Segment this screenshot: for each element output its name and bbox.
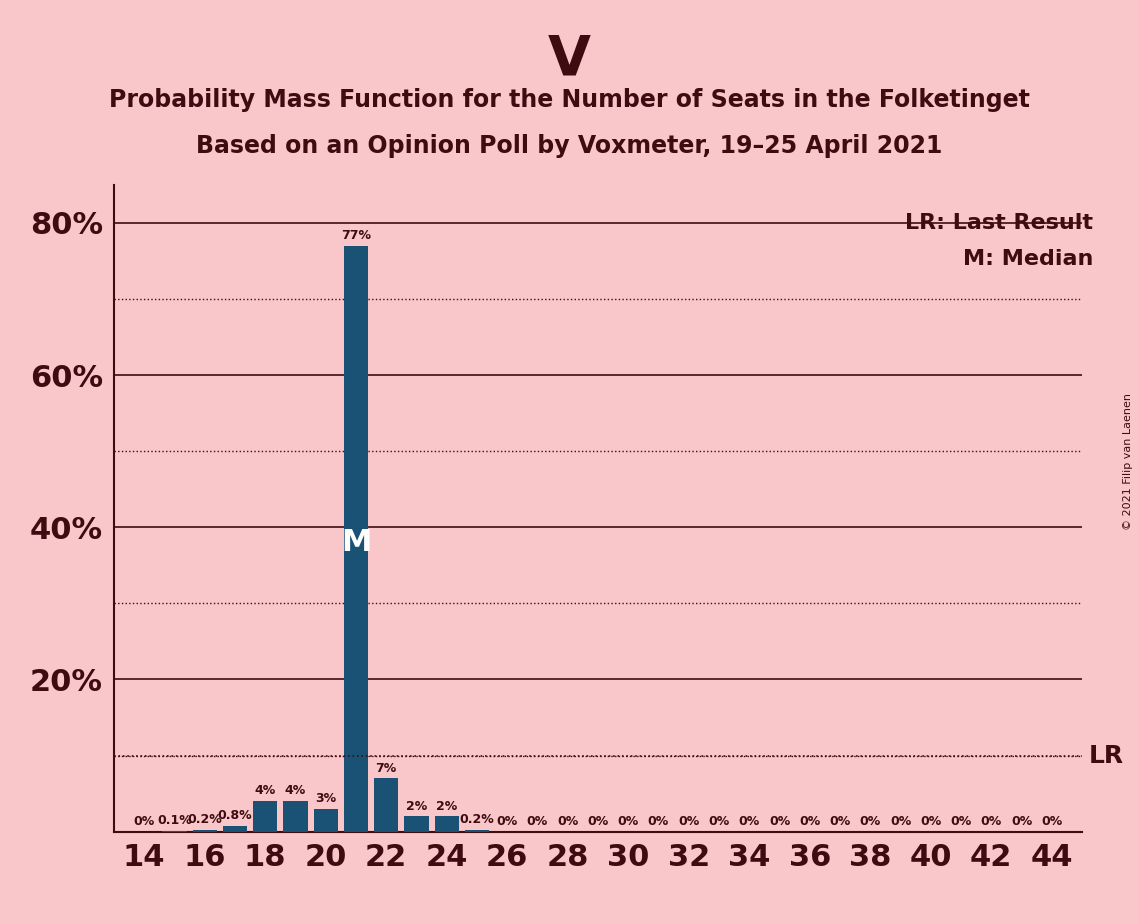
Text: 0%: 0% bbox=[769, 815, 790, 828]
Text: 0%: 0% bbox=[648, 815, 669, 828]
Text: 0%: 0% bbox=[557, 815, 579, 828]
Text: 0%: 0% bbox=[981, 815, 1002, 828]
Text: © 2021 Filip van Laenen: © 2021 Filip van Laenen bbox=[1123, 394, 1133, 530]
Text: 0%: 0% bbox=[829, 815, 851, 828]
Text: 0%: 0% bbox=[678, 815, 699, 828]
Text: 7%: 7% bbox=[376, 761, 396, 774]
Text: 0.1%: 0.1% bbox=[157, 814, 191, 827]
Bar bbox=[192, 830, 216, 832]
Text: 0%: 0% bbox=[738, 815, 760, 828]
Text: 0%: 0% bbox=[1011, 815, 1032, 828]
Text: 0.2%: 0.2% bbox=[459, 813, 494, 826]
Text: 77%: 77% bbox=[341, 229, 371, 242]
Text: 0%: 0% bbox=[920, 815, 942, 828]
Text: 4%: 4% bbox=[254, 784, 276, 797]
Text: Based on an Opinion Poll by Voxmeter, 19–25 April 2021: Based on an Opinion Poll by Voxmeter, 19… bbox=[196, 134, 943, 158]
Text: 0%: 0% bbox=[860, 815, 880, 828]
Text: 0%: 0% bbox=[708, 815, 730, 828]
Bar bbox=[313, 808, 338, 832]
Text: 0%: 0% bbox=[890, 815, 911, 828]
Bar bbox=[435, 817, 459, 832]
Text: Probability Mass Function for the Number of Seats in the Folketinget: Probability Mass Function for the Number… bbox=[109, 88, 1030, 112]
Text: 0%: 0% bbox=[133, 815, 155, 828]
Text: 4%: 4% bbox=[285, 784, 306, 797]
Bar bbox=[284, 801, 308, 832]
Bar bbox=[344, 246, 368, 832]
Text: 0%: 0% bbox=[617, 815, 639, 828]
Bar bbox=[404, 817, 428, 832]
Text: 2%: 2% bbox=[436, 799, 458, 812]
Bar bbox=[374, 778, 399, 832]
Bar bbox=[465, 830, 489, 832]
Text: 0.8%: 0.8% bbox=[218, 808, 252, 821]
Text: 0%: 0% bbox=[527, 815, 548, 828]
Bar bbox=[223, 825, 247, 832]
Bar bbox=[253, 801, 277, 832]
Text: LR: LR bbox=[1089, 744, 1124, 768]
Text: V: V bbox=[548, 32, 591, 86]
Text: 2%: 2% bbox=[405, 799, 427, 812]
Text: M: Median: M: Median bbox=[964, 249, 1093, 270]
Text: LR: Last Result: LR: Last Result bbox=[906, 213, 1093, 233]
Text: 0%: 0% bbox=[800, 815, 820, 828]
Text: 3%: 3% bbox=[316, 792, 336, 805]
Text: 0%: 0% bbox=[497, 815, 518, 828]
Text: 0%: 0% bbox=[588, 815, 608, 828]
Text: 0%: 0% bbox=[1041, 815, 1063, 828]
Text: M: M bbox=[341, 528, 371, 557]
Text: 0.2%: 0.2% bbox=[187, 813, 222, 826]
Text: 0%: 0% bbox=[950, 815, 972, 828]
